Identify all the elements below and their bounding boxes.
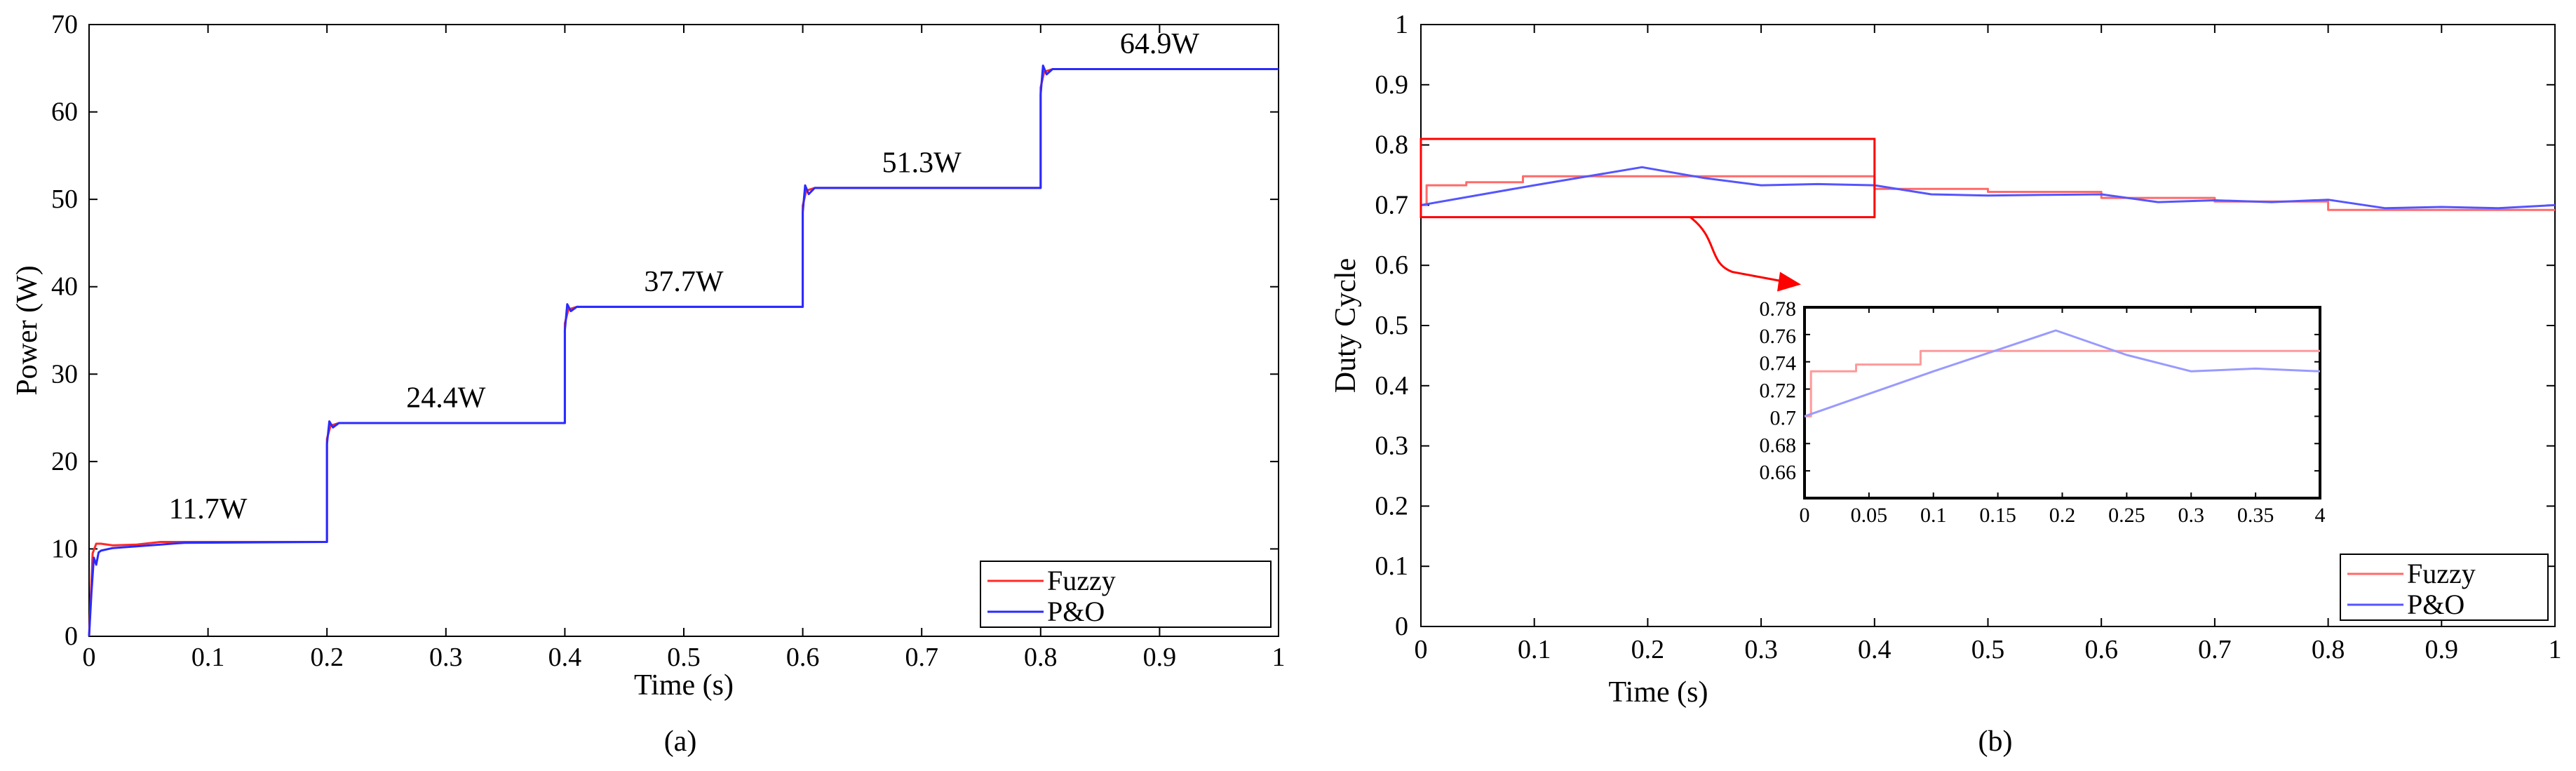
inset-x-tick-label: 0.3 (2178, 504, 2205, 527)
y-tick-label: 0.2 (1375, 491, 1409, 521)
y-tick-label: 0.3 (1375, 431, 1409, 461)
inset-y-tick-label: 0.7 (1770, 406, 1797, 429)
inset-series-line-1 (1804, 329, 2321, 417)
inset-y-tick-label: 0.76 (1760, 325, 1797, 348)
legend-label-0: Fuzzy (2407, 558, 2476, 589)
x-tick-label: 0.4 (1858, 635, 1891, 664)
legend-label-1: P&O (2407, 589, 2464, 620)
caption: (a) (664, 725, 697, 758)
inset-y-tick-label: 0.66 (1760, 461, 1797, 484)
inset-plot-frame (1803, 306, 2321, 500)
inset-x-tick-label: 0 (1800, 504, 1810, 527)
x-tick-label: 0.8 (1024, 643, 1058, 672)
inset-y-tick-label: 0.72 (1760, 380, 1797, 403)
y-tick-label: 0 (1395, 612, 1408, 641)
inset-x-tick-label: 4 (2315, 504, 2326, 527)
inset-x-tick-label: 0.15 (1979, 504, 2016, 527)
y-tick-label: 0.5 (1375, 311, 1409, 340)
y-tick-label: 70 (51, 10, 78, 39)
x-axis-label: Time (s) (634, 669, 734, 702)
y-tick-label: 0.9 (1375, 70, 1409, 100)
y-tick-label: 0 (65, 622, 78, 651)
y-tick-label: 0.4 (1375, 371, 1409, 401)
inset-y-tick-label: 0.68 (1760, 434, 1797, 457)
x-tick-label: 0.3 (1744, 635, 1778, 664)
x-tick-label: 1 (1272, 643, 1286, 672)
inset-zoom-plot: 0 0.05 0.1 0.15 0.2 0.25 0.3 0.35 4 0.66 0.68 0.7 0.… (1760, 297, 2326, 527)
x-tick-label: 0.1 (191, 643, 225, 672)
x-tick-label: 0.8 (2312, 635, 2345, 664)
x-tick-label: 0.4 (548, 643, 582, 672)
power-annotation: 24.4W (406, 382, 486, 415)
inset-x-tick-label: 0.35 (2237, 504, 2274, 527)
x-tick-label: 0.5 (667, 643, 701, 672)
y-tick-label: 30 (51, 359, 78, 389)
y-tick-label: 1 (1395, 10, 1408, 39)
y-tick-label: 0.1 (1375, 551, 1409, 581)
y-tick-label: 0.7 (1375, 190, 1409, 220)
x-tick-label: 0.2 (310, 643, 344, 672)
x-tick-label: 0.5 (1971, 635, 2005, 664)
power-annotation: 51.3W (882, 147, 962, 180)
legend-box (2340, 554, 2549, 621)
x-tick-label: 0 (83, 643, 96, 672)
x-tick-label: 0.7 (2198, 635, 2232, 664)
power-annotation: 37.7W (644, 266, 724, 298)
y-tick-label: 0.8 (1375, 130, 1409, 160)
y-tick-label: 20 (51, 447, 78, 476)
series-line-1 (1420, 166, 2556, 210)
zoom-arrow (1690, 216, 1786, 283)
power-annotation: 64.9W (1120, 28, 1200, 60)
plot-frame (88, 24, 1279, 637)
y-tick-label: 50 (51, 185, 78, 214)
x-axis-label: Time (s) (1609, 676, 1708, 709)
y-axis-label: Duty Cycle (1330, 258, 1362, 393)
x-tick-label: 0 (1415, 635, 1428, 664)
chart-power: 0 0.1 0.2 0.3 0.4 0.5 0.6 0.7 0.8 0.9 101020304050… (11, 10, 1286, 758)
y-tick-label: 10 (51, 534, 78, 563)
inset-y-tick-label: 0.78 (1760, 297, 1797, 321)
legend-label-0: Fuzzy (1047, 565, 1116, 596)
x-tick-label: 0.6 (2084, 635, 2118, 664)
x-tick-label: 0.7 (905, 643, 938, 672)
x-tick-label: 0.9 (1143, 643, 1177, 672)
inset-y-tick-label: 0.74 (1760, 352, 1797, 375)
inset-x-tick-label: 0.2 (2049, 504, 2076, 527)
inset-x-tick-label: 0.05 (1851, 504, 1888, 527)
zoom-region-box (1420, 138, 1876, 219)
x-tick-label: 1 (2549, 635, 2562, 664)
x-tick-label: 0.2 (1631, 635, 1665, 664)
x-tick-label: 0.3 (429, 643, 463, 672)
inset-x-tick-label: 0.1 (1920, 504, 1947, 527)
y-tick-label: 40 (51, 272, 78, 302)
inset-x-tick-label: 0.25 (2108, 504, 2145, 527)
series-line-1 (88, 65, 1279, 637)
legend-label-1: P&O (1047, 596, 1105, 627)
zoom-arrow-head (1777, 271, 1801, 292)
power-annotation: 11.7W (169, 493, 248, 525)
x-tick-label: 0.6 (786, 643, 820, 672)
legend-box (980, 561, 1272, 628)
y-tick-label: 60 (51, 98, 78, 127)
y-tick-label: 0.6 (1375, 250, 1409, 280)
inset-series-line-0 (1805, 349, 2320, 417)
y-axis-label: Power (W) (11, 265, 43, 395)
chart-duty-cycle: 0 0.1 0.2 0.3 0.4 0.5 0.6 0.7 0.8 0.9 100.10.20.30… (1330, 10, 2562, 758)
x-tick-label: 0.1 (1518, 635, 1551, 664)
caption: (b) (1978, 725, 2013, 758)
x-tick-label: 0.9 (2425, 635, 2459, 664)
